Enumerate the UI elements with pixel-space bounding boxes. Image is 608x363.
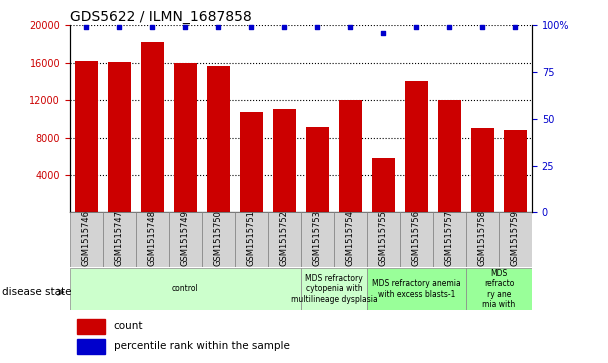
- Text: GSM1515753: GSM1515753: [313, 211, 322, 266]
- Bar: [268, 212, 301, 267]
- Text: GSM1515748: GSM1515748: [148, 211, 157, 266]
- Bar: [433, 212, 466, 267]
- Bar: [70, 212, 103, 267]
- Text: count: count: [114, 321, 143, 331]
- Bar: [235, 212, 268, 267]
- Point: [313, 24, 322, 30]
- Bar: [108, 62, 131, 212]
- Text: GSM1515752: GSM1515752: [280, 211, 289, 266]
- Bar: [273, 109, 296, 212]
- Text: MDS refractory anemia
with excess blasts-1: MDS refractory anemia with excess blasts…: [372, 279, 461, 299]
- Bar: [504, 130, 527, 212]
- Text: GSM1515757: GSM1515757: [445, 211, 454, 266]
- Bar: [301, 268, 367, 310]
- Text: GSM1515754: GSM1515754: [346, 211, 355, 266]
- Bar: [466, 268, 532, 310]
- Bar: [466, 212, 499, 267]
- Text: GSM1515758: GSM1515758: [478, 211, 487, 266]
- Bar: [136, 212, 169, 267]
- Point: [114, 24, 124, 30]
- Point: [247, 24, 257, 30]
- Point: [379, 30, 389, 36]
- Point: [213, 24, 223, 30]
- Point: [280, 24, 289, 30]
- Bar: [367, 268, 466, 310]
- Bar: [141, 42, 164, 212]
- Text: GSM1515750: GSM1515750: [214, 211, 223, 266]
- Point: [148, 24, 157, 30]
- Bar: [471, 128, 494, 212]
- Text: percentile rank within the sample: percentile rank within the sample: [114, 341, 289, 351]
- Bar: [301, 212, 334, 267]
- Bar: [240, 112, 263, 212]
- Text: control: control: [172, 285, 199, 293]
- Bar: [405, 81, 428, 212]
- Text: MDS
refracto
ry ane
mia with: MDS refracto ry ane mia with: [482, 269, 516, 309]
- Text: GSM1515756: GSM1515756: [412, 211, 421, 266]
- Bar: [339, 100, 362, 212]
- Bar: [367, 212, 400, 267]
- Text: GSM1515755: GSM1515755: [379, 211, 388, 266]
- Point: [181, 24, 190, 30]
- Bar: [70, 268, 301, 310]
- Bar: [174, 63, 197, 212]
- Bar: [75, 61, 98, 212]
- Text: GDS5622 / ILMN_1687858: GDS5622 / ILMN_1687858: [70, 11, 252, 24]
- Bar: [438, 100, 461, 212]
- Text: GSM1515747: GSM1515747: [115, 211, 124, 266]
- Text: GSM1515749: GSM1515749: [181, 211, 190, 266]
- Bar: [306, 127, 329, 212]
- Point: [478, 24, 488, 30]
- Point: [412, 24, 421, 30]
- Text: MDS refractory
cytopenia with
multilineage dysplasia: MDS refractory cytopenia with multilinea…: [291, 274, 378, 304]
- Text: disease state: disease state: [2, 287, 72, 297]
- Bar: [77, 339, 105, 354]
- Point: [444, 24, 454, 30]
- Bar: [207, 66, 230, 212]
- Bar: [77, 319, 105, 334]
- Point: [81, 24, 91, 30]
- Point: [511, 24, 520, 30]
- Bar: [169, 212, 202, 267]
- Bar: [334, 212, 367, 267]
- Text: GSM1515751: GSM1515751: [247, 211, 256, 266]
- Bar: [103, 212, 136, 267]
- Bar: [372, 158, 395, 212]
- Point: [345, 24, 355, 30]
- Bar: [202, 212, 235, 267]
- Bar: [499, 212, 532, 267]
- Bar: [400, 212, 433, 267]
- Text: GSM1515759: GSM1515759: [511, 211, 520, 266]
- Text: GSM1515746: GSM1515746: [82, 211, 91, 266]
